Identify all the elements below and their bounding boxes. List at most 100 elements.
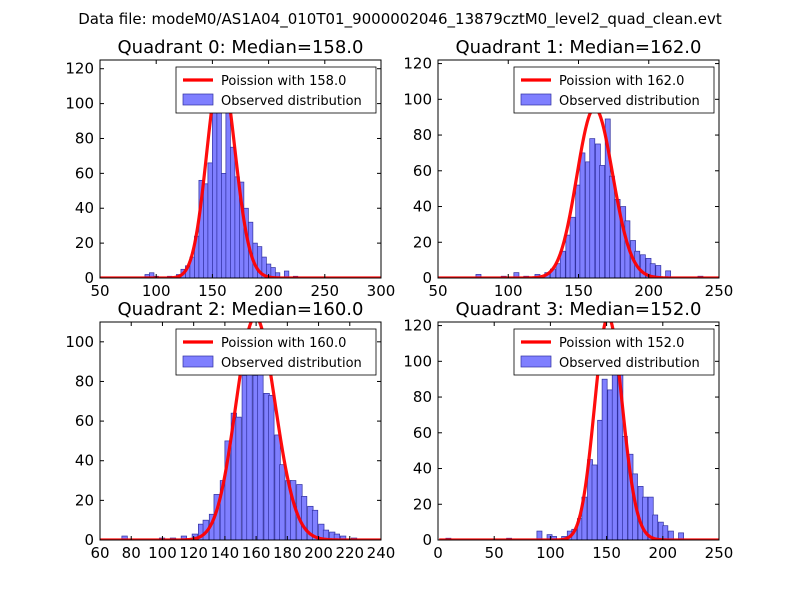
quadrant-2-bar-24	[301, 496, 308, 540]
quadrant-1-ytick-label-0: 0	[422, 269, 432, 287]
quadrant-3-bar-13	[601, 378, 608, 540]
quadrant-3-legend-bar-swatch	[520, 355, 552, 368]
quadrant-0-panel: Quadrant 0: Median=158.050 100 150 200 250 30…	[65, 37, 395, 300]
quadrant-1-ytick-label-3: 60	[413, 162, 432, 180]
quadrant-2-ytick-label-0: 0	[84, 531, 94, 549]
quadrant-1-xtick-label-3: 200	[634, 282, 663, 300]
quadrant-2-ytick-label-2: 40	[75, 452, 94, 470]
quadrant-2-xtick-label-9: 240	[367, 544, 396, 562]
quadrant-3-xtick-label-5: 250	[705, 544, 734, 562]
quadrant-0-ytick-label-0: 0	[84, 269, 94, 287]
quadrant-2-xtick-label-4: 140	[211, 544, 240, 562]
quadrant-2-bar-20	[279, 464, 286, 540]
quadrant-2-xtick-label-5: 160	[242, 544, 271, 562]
quadrant-0-title: Quadrant 0: Median=158.0	[118, 37, 364, 58]
quadrant-3-xtick-label-3: 150	[592, 544, 621, 562]
quadrant-0-ytick-label-5: 100	[65, 95, 94, 113]
quadrant-1-bar-2	[513, 272, 520, 278]
quadrant-2-bar-18	[268, 394, 275, 540]
quadrant-1-plot-area	[438, 106, 719, 278]
quadrant-0-ytick-label-1: 20	[75, 234, 94, 252]
quadrant-0-bar-12	[212, 96, 218, 278]
quadrant-1-ytick-label-5: 100	[403, 90, 432, 108]
figure-title: Data file: modeM0/AS1A04_010T01_90000020…	[78, 10, 722, 29]
quadrant-1-bar-28	[665, 270, 672, 278]
quadrant-0-legend-poisson-label: Poission with 158.0	[221, 74, 346, 89]
quadrant-0-xtick-label-0: 50	[90, 282, 109, 300]
quadrant-1-ytick-label-1: 20	[413, 233, 432, 251]
quadrant-3-xtick-label-4: 200	[648, 544, 677, 562]
quadrant-3-ytick-label-0: 0	[422, 531, 432, 549]
quadrant-1-bar-16	[599, 165, 605, 278]
quadrant-3-xtick-label-2: 100	[536, 544, 565, 562]
quadrant-1-panel: Quadrant 1: Median=162.0 50 100 150 200 250 0 2…	[403, 37, 733, 300]
quadrant-0-bar-11	[207, 162, 213, 278]
quadrant-0-bar-14	[221, 173, 227, 278]
quadrant-1-legend-bar-swatch	[520, 93, 552, 106]
quadrant-3-legend: Poission with 152.0 Observed distribution	[513, 328, 715, 376]
quadrant-0-xtick-label-5: 300	[367, 282, 396, 300]
quadrant-3-plot-area	[438, 322, 719, 540]
quadrant-2-ytick-label-5: 100	[65, 333, 94, 351]
quadrant-1-bar-12	[579, 152, 586, 278]
quadrant-2-legend-observed-label: Observed distribution	[221, 356, 362, 371]
quadrant-3-legend-poisson-label: Poission with 152.0	[559, 336, 684, 351]
quadrant-2-xtick-label-0: 60	[90, 544, 109, 562]
quadrant-2-bar-12	[235, 416, 242, 540]
quadrant-3-bar-2	[536, 530, 543, 540]
quadrant-1-bar-14	[589, 138, 596, 278]
quadrant-1-bar-24	[639, 254, 646, 278]
quadrant-3-ytick-label-5: 100	[403, 352, 432, 370]
quadrant-2-xtick-label-2: 100	[148, 544, 177, 562]
quadrant-0-legend-bar-swatch	[182, 93, 214, 106]
quadrant-0-legend: Poission with 158.0 Observed distribution	[175, 66, 377, 114]
quadrant-3-ytick-label-1: 20	[413, 495, 432, 513]
quadrant-2-xtick-label-7: 200	[304, 544, 333, 562]
quadrant-0-xtick-label-3: 200	[254, 282, 283, 300]
quadrant-0-ytick-label-3: 60	[75, 164, 94, 182]
quadrant-1-ytick-label-6: 120	[403, 55, 432, 73]
quadrant-2-bar-10	[224, 440, 231, 540]
quadrant-0-bar-15	[225, 98, 231, 278]
quadrant-1-xtick-label-1: 100	[494, 282, 523, 300]
quadrant-1-legend: Poission with 162.0 Observed distribution	[513, 66, 715, 114]
quadrant-2-axes-frame	[99, 321, 382, 541]
quadrant-0-bar-16	[230, 146, 236, 278]
quadrant-1-bar-10	[569, 216, 576, 278]
quadrant-3-xtick-label-0: 0	[433, 544, 443, 562]
quadrant-3-bar-26	[668, 530, 674, 540]
quadrant-0-ytick-label-2: 40	[75, 199, 94, 217]
quadrant-0-plot-area	[100, 67, 381, 278]
quadrant-2-panel: Quadrant 2: Median=160.060 80 100 120 140 160…	[65, 299, 395, 562]
quadrant-0-bar-10	[203, 183, 209, 278]
quadrant-2-ytick-label-4: 80	[75, 372, 94, 390]
quadrant-3-ytick-label-3: 60	[413, 424, 432, 442]
quadrant-3-title: Quadrant 3: Median=152.0	[456, 299, 702, 320]
quadrant-2-title: Quadrant 2: Median=160.0	[118, 299, 364, 320]
quadrant-1-bar-26	[649, 263, 656, 278]
quadrant-3-xtick-label-1: 50	[485, 544, 504, 562]
quadrant-3-bar-25	[662, 525, 669, 540]
quadrant-0-legend-observed-label: Observed distribution	[221, 94, 362, 109]
quadrant-1-legend-poisson-label: Poission with 162.0	[559, 74, 684, 89]
quadrant-2-legend: Poission with 160.0 Observed distribution	[175, 328, 377, 376]
quadrant-3-legend-observed-label: Observed distribution	[559, 356, 700, 371]
quadrant-0-xtick-label-2: 150	[198, 282, 227, 300]
quadrant-2-xtick-label-3: 120	[179, 544, 208, 562]
quadrant-3-ytick-label-2: 40	[413, 460, 432, 478]
quadrant-2-ytick-label-1: 20	[75, 491, 94, 509]
quadrant-1-xtick-label-4: 250	[705, 282, 734, 300]
quadrant-1-legend-observed-label: Observed distribution	[559, 94, 700, 109]
quadrant-0-ytick-label-6: 120	[65, 60, 94, 78]
quadrant-3-bar-11	[591, 464, 598, 540]
quadrant-2-xtick-label-6: 180	[273, 544, 302, 562]
quadrant-0-poisson-curve	[100, 67, 381, 278]
quadrant-2-legend-bar-swatch	[182, 355, 214, 368]
quadrant-0-xtick-label-1: 100	[142, 282, 171, 300]
quadrant-2-bar-16	[257, 373, 264, 540]
quadrant-1-xtick-label-2: 150	[564, 282, 593, 300]
quadrant-0-xtick-label-4: 250	[310, 282, 339, 300]
quadrant-1-ytick-label-2: 40	[413, 198, 432, 216]
quadrant-2-bar-28	[322, 529, 330, 540]
